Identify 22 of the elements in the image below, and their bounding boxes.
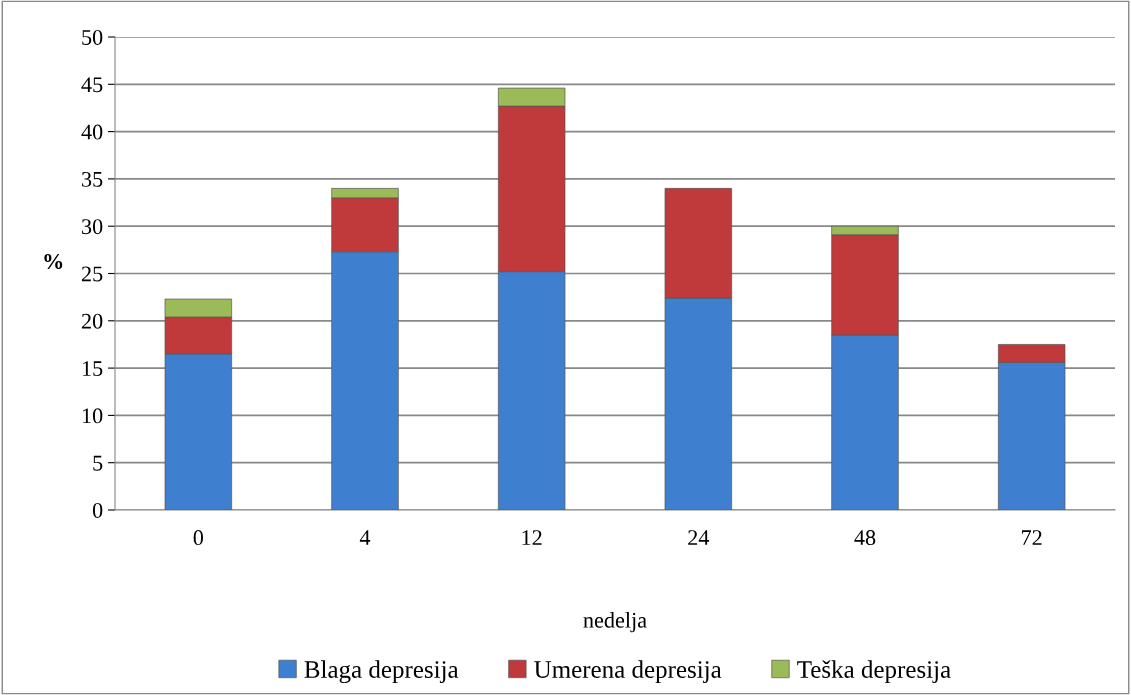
y-tick-label: 30 bbox=[82, 219, 103, 235]
y-tick-label: 25 bbox=[81, 266, 103, 282]
x-tick-label: 72 bbox=[1022, 530, 1042, 545]
x-tick-label: 4 bbox=[359, 530, 371, 545]
y-tick-label: 50 bbox=[82, 29, 103, 45]
y-tick-label: 20 bbox=[81, 313, 103, 329]
x-tick-label: 12 bbox=[522, 530, 542, 545]
y-tick-label: 15 bbox=[82, 361, 103, 377]
x-tick-label: 0 bbox=[193, 530, 204, 546]
y-axis-title: % bbox=[44, 253, 63, 270]
legend-label: Teška depresija bbox=[797, 660, 951, 684]
x-tick-label: 24 bbox=[688, 530, 710, 545]
y-tick-label: 35 bbox=[82, 171, 103, 187]
y-tick-label: 0 bbox=[92, 502, 103, 518]
x-axis-title: nedelja bbox=[583, 612, 647, 633]
legend-label: Blaga depresija bbox=[304, 660, 459, 684]
y-tick-label: 45 bbox=[81, 77, 103, 93]
y-tick-label: 5 bbox=[93, 455, 103, 471]
legend-label: Umerena depresija bbox=[534, 660, 722, 684]
y-tick-label: 10 bbox=[82, 408, 103, 424]
y-tick-label: 40 bbox=[81, 124, 103, 140]
x-tick-label: 48 bbox=[854, 530, 876, 546]
